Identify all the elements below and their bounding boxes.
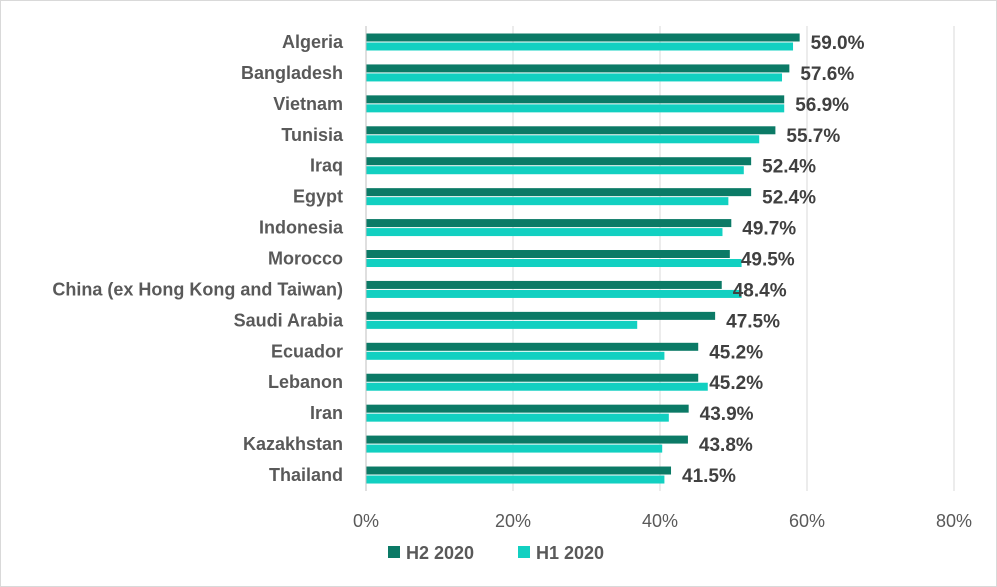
bar-h1-2020 [366,259,742,268]
bar-h2-2020 [366,219,732,228]
category-label: Thailand [269,465,343,485]
data-label: 48.4% [733,280,787,301]
x-tick-label: 20% [495,511,531,531]
data-label: 47.5% [726,311,780,332]
data-label: 41.5% [682,466,736,487]
bar-h2-2020 [366,466,672,475]
bar-h2-2020 [366,250,730,259]
bar-h2-2020 [366,157,752,166]
category-label: Vietnam [273,94,343,114]
data-label: 43.8% [699,435,753,456]
bar-h1-2020 [366,413,669,422]
data-label: 52.4% [762,188,816,209]
data-label: 52.4% [762,157,816,178]
category-label: Algeria [282,32,344,52]
bar-h2-2020 [366,126,776,135]
data-label: 59.0% [811,33,865,54]
bar-h1-2020 [366,475,665,484]
bar-h1-2020 [366,197,729,206]
bar-h2-2020 [366,188,752,197]
legend-swatch-h1-2020 [518,546,530,558]
bar-h2-2020 [366,33,800,42]
bar-h1-2020 [366,228,723,237]
bar-h2-2020 [366,342,699,351]
legend-swatch-h2-2020 [388,546,400,558]
x-tick-label: 40% [642,511,678,531]
bar-h1-2020 [366,73,783,82]
bar-h1-2020 [366,166,744,175]
bar-h1-2020 [366,104,785,113]
data-label: 45.2% [709,342,763,363]
data-label: 49.5% [741,250,795,271]
data-label: 56.9% [795,95,849,116]
bar-h1-2020 [366,289,742,298]
category-label: Saudi Arabia [234,310,344,330]
bar-h1-2020 [366,351,665,360]
bar-h2-2020 [366,64,790,73]
x-tick-label: 60% [789,511,825,531]
bar-h2-2020 [366,435,688,444]
bar-h1-2020 [366,382,708,391]
bar-h2-2020 [366,311,716,320]
bar-h2-2020 [366,280,722,289]
data-label: 43.9% [700,404,754,425]
legend-label-h2-2020: H2 2020 [406,543,474,563]
data-label: 55.7% [786,126,840,147]
bar-h1-2020 [366,42,794,51]
x-tick-label: 0% [353,511,379,531]
bar-h2-2020 [366,373,699,382]
category-label: Ecuador [271,341,343,361]
data-label: 49.7% [742,219,796,240]
category-label: Tunisia [281,125,344,145]
category-label: Egypt [293,187,343,207]
category-label: Bangladesh [241,63,343,83]
category-label: Kazakhstan [243,434,343,454]
data-label: 57.6% [800,64,854,85]
category-label: China (ex Hong Kong and Taiwan) [52,279,343,299]
bar-h2-2020 [366,95,785,104]
category-label: Iran [310,403,343,423]
legend-label-h1-2020: H1 2020 [536,543,604,563]
category-label: Iraq [310,156,343,176]
category-label: Morocco [268,249,343,269]
category-label: Lebanon [268,372,343,392]
x-tick-label: 80% [936,511,972,531]
bar-h2-2020 [366,404,689,413]
category-label: Indonesia [259,218,344,238]
bar-h1-2020 [366,444,663,453]
bar-h1-2020 [366,320,638,329]
bar-h1-2020 [366,135,760,144]
data-label: 45.2% [709,373,763,394]
